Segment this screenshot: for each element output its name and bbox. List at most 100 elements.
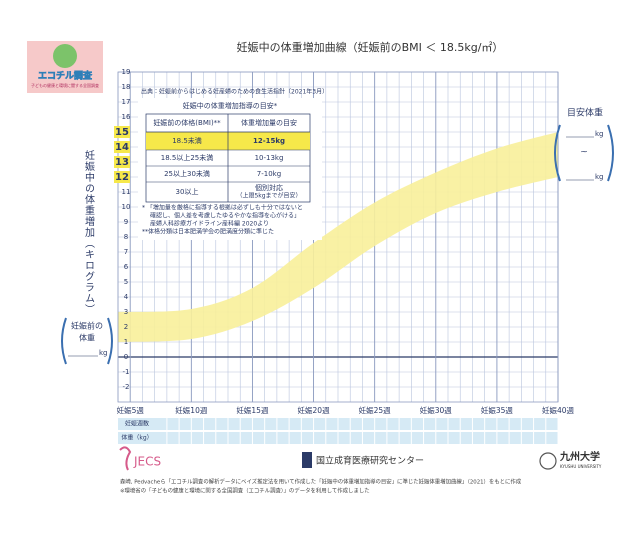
record-cell (167, 432, 179, 444)
y-tick-label: 13 (115, 157, 129, 168)
ncchd-icon (302, 452, 312, 468)
record-cell (289, 432, 301, 444)
bracket (554, 124, 561, 182)
record-cell (375, 432, 387, 444)
table-cell: 個別対応 (255, 183, 283, 192)
guideline-table: 妊娠中の体重増加指導の目安* 妊娠前の体格(BMI)** 体重増加量の目安 18… (138, 98, 322, 240)
y-tick-label: 6 (124, 263, 129, 271)
record-cell (399, 432, 411, 444)
record-cell (387, 418, 399, 430)
x-tick-label: 妊娠20週 (298, 405, 331, 415)
tick-highlight (114, 141, 130, 153)
x-tick-label: 妊娠35週 (481, 405, 514, 415)
table-cell: 12-15kg (253, 137, 285, 145)
source-note: 出典：妊娠前からはじめる妊産婦のための食生活指針（2021年3月） (141, 88, 328, 96)
y-tick-label: 4 (124, 293, 129, 301)
table-cell: 10-13kg (255, 154, 284, 162)
logo-name: エコチル調査 (38, 70, 93, 82)
left-box-text: 妊娠前の (71, 321, 103, 331)
y-tick-label: 17 (122, 98, 131, 106)
record-label-cell (118, 432, 156, 444)
record-cell (216, 418, 228, 430)
table-header: 体重増加量の目安 (241, 118, 297, 127)
kyushu-icon (539, 452, 557, 470)
table-header: 妊娠前の体格(BMI)** (153, 118, 221, 127)
tick-highlight (114, 171, 130, 183)
record-cell (485, 432, 497, 444)
y-axis-label: 妊娠中の体重増加（キログラム） (83, 149, 95, 315)
record-cell (228, 418, 240, 430)
record-cell (277, 418, 289, 430)
table-cell: 30以上 (176, 187, 199, 196)
record-cell (179, 418, 191, 430)
record-cell (521, 432, 534, 444)
record-cell (252, 432, 265, 444)
left-box-text: 体重 (79, 333, 95, 343)
table-bg (138, 98, 322, 240)
record-label-cell (118, 418, 156, 430)
record-cell (411, 418, 424, 430)
record-cell (326, 432, 338, 444)
record-cell (362, 432, 375, 444)
record-cell (338, 432, 350, 444)
jecs-icon (119, 446, 132, 471)
record-cell (167, 418, 179, 430)
record-cell (314, 432, 326, 444)
logo-kyushu-en: KYUSHU UNIVERSITY (560, 464, 602, 469)
record-cell (424, 418, 436, 430)
table-note: 確認し、個人差を考慮したゆるやかな指導を心がける」 (150, 212, 300, 220)
x-tick-label: 妊娠30週 (420, 405, 453, 415)
x-tick-label: 妊娠5週 (117, 405, 145, 415)
record-cell (424, 432, 436, 444)
record-cell (448, 418, 460, 430)
record-cell (228, 432, 240, 444)
left-box: 妊娠前の 体重 kg (61, 317, 113, 365)
chart-title: 妊娠中の体重増加曲線（妊娠前のBMI ＜ 18.5kg/㎡） (237, 40, 504, 54)
record-cell (546, 418, 558, 430)
record-cell (155, 418, 167, 430)
record-cell (301, 432, 314, 444)
logo-icon (53, 44, 77, 68)
y-tick-label: 9 (124, 218, 128, 226)
record-cell (375, 418, 387, 430)
record-cell (460, 432, 472, 444)
x-tick-label: 妊娠10週 (175, 405, 208, 415)
right-box: 目安体重 kg ~ kg (554, 107, 614, 182)
record-label: 妊娠週数 (125, 420, 149, 428)
record-cell (448, 432, 460, 444)
record-cell (436, 432, 448, 444)
record-cell (204, 432, 216, 444)
record-cell (301, 418, 314, 430)
record-cell (350, 418, 362, 430)
y-tick-label: 8 (124, 233, 128, 241)
record-cell (472, 432, 485, 444)
y-tick-label: 1 (124, 338, 128, 346)
table-note: 産婦人科診療ガイドライン産科編 2020より (150, 220, 269, 228)
table-cell: 18.5未満 (172, 136, 202, 145)
record-cell (204, 418, 216, 430)
table-cell: 25以上30未満 (164, 169, 210, 178)
table-note: * 「増加量を厳格に指導する根拠は必ずしも十分ではないと (142, 204, 303, 212)
record-cell (179, 432, 191, 444)
y-tick-label: 19 (122, 68, 131, 76)
logo-kyushu: 九州大学 (559, 450, 600, 463)
table-cell: 18.5以上25未満 (161, 153, 214, 162)
x-tick-label: 妊娠25週 (359, 405, 392, 415)
record-cell (362, 418, 375, 430)
x-tick-label: 妊娠40週 (542, 405, 575, 415)
record-cell (460, 418, 472, 430)
y-tick-label: 12 (115, 172, 129, 183)
record-cell (509, 418, 521, 430)
y-tick-label: 10 (122, 203, 131, 211)
record-cell (191, 432, 204, 444)
logo-jecs: JECS (133, 455, 161, 469)
y-tick-label: -1 (123, 368, 130, 376)
record-cell (534, 418, 546, 430)
record-label: 体重（kg） (121, 434, 152, 442)
record-cell (521, 418, 534, 430)
tick-highlight (114, 126, 130, 138)
record-cell (546, 432, 558, 444)
